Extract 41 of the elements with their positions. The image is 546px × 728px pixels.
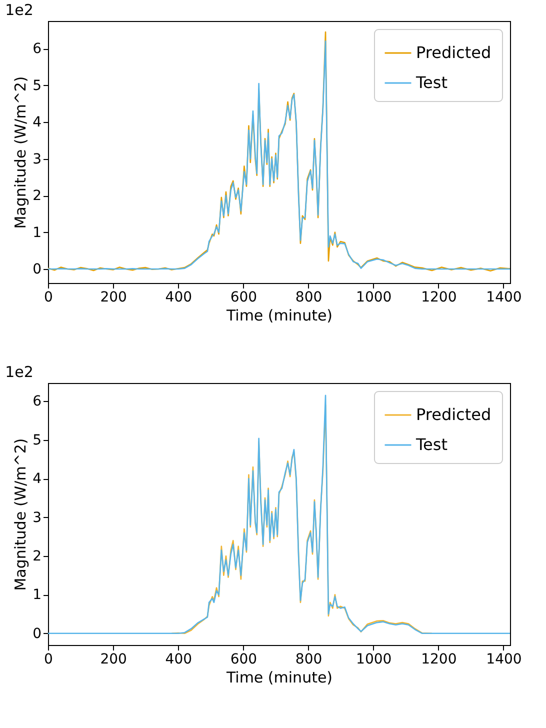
- legend-label: Test: [415, 73, 448, 92]
- x-tick-label: 0: [44, 290, 53, 306]
- x-tick-label: 1200: [421, 652, 457, 668]
- y-axis-title: Magnitude (W/m^2): [12, 76, 30, 229]
- x-tick-label: 200: [100, 290, 127, 306]
- y-tick-label: 4: [32, 114, 42, 131]
- y-tick-label: 1: [32, 587, 42, 604]
- x-tick-label: 600: [230, 652, 258, 668]
- y-tick-label: 0: [32, 626, 42, 642]
- x-tick-label: 800: [295, 290, 322, 306]
- y-tick-label: 5: [32, 78, 42, 94]
- legend-label: Test: [415, 435, 448, 454]
- y-tick-label: 3: [32, 510, 42, 526]
- x-axis-title: Time (minute): [225, 668, 333, 686]
- x-tick-label: 0: [44, 652, 53, 668]
- line-series: [48, 394, 510, 634]
- x-axis-title: Time (minute): [225, 306, 333, 324]
- y-tick-label: 2: [32, 548, 42, 564]
- x-tick-label: 400: [165, 290, 192, 306]
- y-tick-label: 2: [32, 188, 42, 204]
- y-tick-label: 6: [32, 41, 42, 58]
- x-tick-label: 1000: [356, 290, 392, 306]
- y-tick-label: 5: [32, 432, 42, 448]
- x-tick-label: 1400: [486, 290, 522, 306]
- legend-label: Predicted: [416, 405, 492, 424]
- y-tick-label: 0: [32, 262, 42, 278]
- y-tick-label: 1: [32, 224, 42, 241]
- y-tick-label: 6: [32, 394, 42, 410]
- x-tick-label: 400: [165, 652, 192, 668]
- x-tick-label: 200: [100, 652, 127, 668]
- text: 1e2: [5, 1, 34, 19]
- x-tick-label: 1000: [356, 652, 392, 668]
- x-tick-label: 1200: [421, 290, 457, 306]
- legend-label: Predicted: [416, 43, 492, 62]
- y-tick-label: 3: [32, 151, 42, 168]
- text: 1e2: [5, 363, 34, 381]
- y-tick-label: 4: [32, 471, 42, 488]
- y-axis-title: Magnitude (W/m^2): [12, 438, 30, 591]
- x-tick-label: 800: [295, 652, 322, 668]
- x-tick-label: 1400: [486, 652, 522, 668]
- x-tick-label: 600: [230, 290, 258, 306]
